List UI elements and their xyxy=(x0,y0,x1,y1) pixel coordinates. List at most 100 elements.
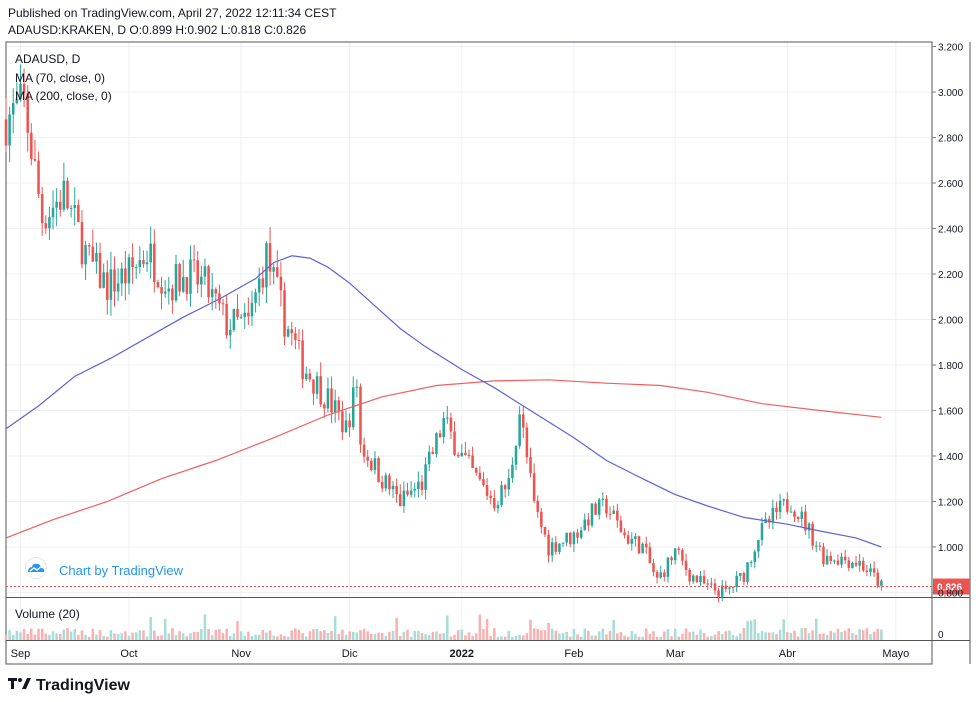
candle-body xyxy=(811,523,814,546)
candle-body xyxy=(626,535,630,544)
candle-body xyxy=(247,312,250,317)
volume-bar xyxy=(876,628,880,640)
volume-bar xyxy=(380,632,384,640)
volume-bar xyxy=(261,629,265,640)
y-tick-label: 2.400 xyxy=(938,225,963,236)
volume-bar xyxy=(706,636,710,640)
volume-bar xyxy=(399,636,402,640)
y-tick-label: 1.400 xyxy=(938,452,963,463)
price-axis[interactable]: 3.200 3.000 2.800 2.600 2.400 2.200 2.000 1.800… xyxy=(932,43,963,641)
volume-bar xyxy=(630,630,634,640)
footer-brand[interactable]: TradingView xyxy=(8,675,130,696)
time-axis[interactable]: Sep Oct Nov Dic 2022 Feb Mar Abr Mayo xyxy=(11,648,910,660)
volume-bar xyxy=(413,630,417,640)
candle-body xyxy=(373,458,377,471)
candle-body xyxy=(348,420,351,428)
candle-body xyxy=(142,260,145,265)
last-price-tag xyxy=(933,578,970,595)
candle-body xyxy=(670,557,673,561)
volume-bar xyxy=(786,632,789,640)
volume-bar xyxy=(605,634,608,640)
volume-bar xyxy=(677,636,681,640)
volume-bar xyxy=(95,634,98,640)
volume-bar xyxy=(315,628,319,640)
x-tick-label: Nov xyxy=(231,648,251,660)
candle-body xyxy=(482,479,485,486)
candle-body xyxy=(153,243,156,283)
volume-bar xyxy=(283,635,286,640)
volume-bar xyxy=(471,635,474,640)
candle-body xyxy=(58,201,62,210)
y-tick-label: 2.000 xyxy=(938,316,963,327)
volume-bar xyxy=(116,633,120,640)
volume-bar xyxy=(351,631,355,640)
volume-bar xyxy=(37,628,40,640)
volume-bar xyxy=(156,636,160,640)
candle-body xyxy=(301,340,304,380)
volume-bar xyxy=(514,635,518,640)
candle-body xyxy=(739,573,742,576)
volume-bar xyxy=(540,630,543,640)
candle-body xyxy=(807,523,811,531)
volume-bar xyxy=(717,631,720,640)
candle-body xyxy=(131,257,134,268)
volume-bar xyxy=(442,633,445,640)
candle-body xyxy=(663,572,666,577)
candle-body xyxy=(149,243,152,263)
volume-bar xyxy=(760,630,764,640)
tradingview-watermark[interactable]: Chart by TradingView xyxy=(21,557,183,584)
volume-bar xyxy=(767,632,771,640)
volume-bar xyxy=(218,629,221,640)
volume-bar xyxy=(482,628,485,640)
volume-bar xyxy=(113,633,116,640)
candle-body xyxy=(84,245,87,265)
volume-bar xyxy=(489,636,492,640)
volume-bar xyxy=(684,628,688,640)
volume-bar xyxy=(80,630,84,640)
volume-bar xyxy=(239,631,243,640)
volume-bar xyxy=(171,628,174,640)
candle-body xyxy=(127,257,131,284)
candle-body xyxy=(312,379,315,394)
volume-bar xyxy=(532,628,536,640)
legend-ma200: MA (200, close, 0) xyxy=(15,89,112,103)
candle-body xyxy=(286,329,290,337)
candle-body xyxy=(210,289,214,298)
volume-bar xyxy=(189,633,192,640)
candle-body xyxy=(496,505,500,509)
volume-bar xyxy=(836,628,840,640)
candle-body xyxy=(337,400,341,412)
volume-bar xyxy=(395,617,398,640)
volume-bar xyxy=(40,628,44,640)
candle-body xyxy=(655,572,659,578)
volume-bar xyxy=(214,629,218,640)
volume-bar xyxy=(503,636,507,640)
candle-body xyxy=(380,482,384,489)
volume-bar xyxy=(323,630,326,640)
watermark-text: Chart by TradingView xyxy=(59,563,184,578)
volume-bar xyxy=(109,630,113,640)
volume-bar xyxy=(268,630,272,640)
candle-body xyxy=(550,542,554,556)
candle-body xyxy=(724,585,728,589)
volume-bar xyxy=(699,629,702,640)
candle-body xyxy=(181,277,185,292)
volume-bar xyxy=(228,635,232,640)
candle-body xyxy=(735,575,738,588)
candle-body xyxy=(138,260,142,268)
volume-bar xyxy=(659,636,662,640)
candle-body xyxy=(677,548,681,551)
volume-bar xyxy=(644,628,648,640)
candle-body xyxy=(388,475,391,490)
candle-body xyxy=(225,303,228,336)
volume-bar xyxy=(402,632,406,640)
volume-bar xyxy=(655,636,659,640)
candle-body xyxy=(840,556,843,565)
volume-bar xyxy=(485,618,489,640)
candle-body xyxy=(265,243,268,288)
volume-bar xyxy=(254,634,257,640)
candle-body xyxy=(453,431,456,455)
candle-body xyxy=(98,252,102,288)
candle-body xyxy=(543,526,547,535)
